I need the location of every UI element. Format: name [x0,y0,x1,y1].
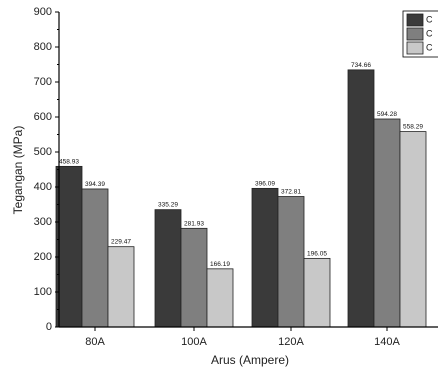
y-tick-label: 200 [34,251,52,263]
bar-s3-140a [399,131,427,328]
y-tick-label: 100 [34,286,52,298]
bar-value-label: 166.19 [210,261,230,268]
legend-entry: C [426,28,433,38]
y-tick-label: 500 [34,146,52,158]
y-tick-label: 800 [34,41,52,53]
x-axis-title: Arus (Ampere) [211,353,289,367]
bar-value-label: 734.66 [351,62,371,69]
legend-entry: C [426,14,433,24]
bar-s1-120a [251,187,279,328]
bar-value-label: 394.39 [85,181,105,188]
legend: CCC [402,10,438,58]
bar-value-label: 458.93 [59,158,79,165]
bar-s2-80a [81,188,109,328]
y-axis-title: Tegangan (MPa) [11,126,25,215]
y-axis: 0 100 200 300 400 500 600 700 800 900 [34,6,59,333]
bar-value-label: 196.05 [307,250,327,257]
legend-swatch [406,41,424,55]
bar-value-label: 281.93 [184,220,204,227]
bar-s2-140a [373,118,401,328]
x-tick-label: 140A [374,336,400,348]
bar-value-label: 558.29 [403,124,423,131]
x-tick-label: 80A [85,336,105,348]
x-tick-label: 120A [278,336,304,348]
legend-swatch [406,27,424,41]
bar-s2-120a [277,196,305,328]
y-tick-label: 400 [34,181,52,193]
y-tick-label: 700 [34,76,52,88]
y-tick-label: 0 [46,321,52,333]
bar-s1-100a [154,209,182,328]
bar-s3-100a [206,268,234,328]
bar-s3-80a [107,246,135,328]
bar-value-label: 229.47 [111,239,131,246]
bar-value-label: 372.81 [281,189,301,196]
bar-s1-80a [55,165,83,328]
x-tick-label: 100A [181,336,207,348]
bar-s2-100a [180,227,208,328]
y-tick-label: 300 [34,216,52,228]
bar-value-label: 335.29 [158,202,178,209]
bar-value-label: 396.09 [255,180,275,187]
bar-s1-140a [347,69,375,328]
bars-layer [55,69,427,328]
legend-swatch [406,13,424,27]
data-labels-layer: 458.93 335.29 396.09 734.66 394.39 281.93 372.… [59,62,423,268]
bar-s3-120a [303,257,331,328]
x-axis: 80A 100A 120A 140A [85,327,401,348]
legend-entry: C [426,42,433,52]
y-tick-label: 600 [34,111,52,123]
bar-value-label: 594.28 [377,111,397,118]
y-tick-label: 900 [34,6,52,18]
